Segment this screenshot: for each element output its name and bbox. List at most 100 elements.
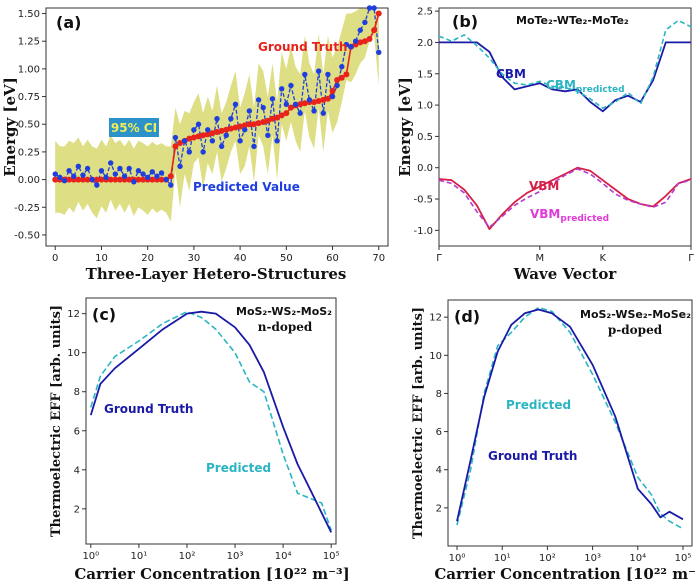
panel-b-frame xyxy=(438,7,692,247)
predicted-point xyxy=(191,127,197,133)
predicted-point xyxy=(144,174,151,181)
predicted-point xyxy=(131,179,137,185)
y-tick-label: 1.5 xyxy=(417,69,433,80)
predicted-point xyxy=(237,138,243,144)
ground-truth-point xyxy=(260,119,267,126)
predicted-point xyxy=(66,168,72,174)
panel-c: 10⁰ 10¹ 10² 10³ 10⁴ 10⁵ 2 4 6 8 10 12 (c) MoS₂-WS₂… xyxy=(49,297,350,583)
predicted-point xyxy=(329,93,336,100)
y-tick-label: 0.25 xyxy=(18,147,40,158)
x-tick-label: 10¹ xyxy=(131,551,148,562)
x-tick-label: 10⁵ xyxy=(675,553,692,564)
panel-d-predicted-label: Predicted xyxy=(506,398,571,412)
ground-truth-point xyxy=(158,176,165,183)
y-tick-label: 2 xyxy=(74,504,80,515)
panel-b-cbm-predicted-label: CBMpredicted xyxy=(546,78,625,95)
y-tick-label: -0.50 xyxy=(14,230,40,241)
panel-c-subtitle: n-doped xyxy=(258,320,313,334)
y-tick-label: -0.5 xyxy=(413,195,433,206)
panel-b-series xyxy=(438,19,692,231)
panel-b-label: (b) xyxy=(452,12,478,31)
predicted-point xyxy=(260,104,266,111)
panel-b-title: MoTe₂-WTe₂-MoTe₂ xyxy=(516,14,629,27)
ground-truth-point xyxy=(274,114,281,121)
y-tick-label: 2.5 xyxy=(417,7,433,18)
y-tick-label: 12 xyxy=(429,313,442,324)
ground-truth-point xyxy=(218,127,225,134)
x-tick-label: 40 xyxy=(234,253,247,264)
panel-b-cbm-label: CBM xyxy=(496,67,526,81)
panel-a-xlabel: Three-Layer Hetero-Structures xyxy=(86,265,347,283)
x-tick-label: 10³ xyxy=(227,551,244,562)
predicted-point xyxy=(200,149,206,155)
ground-truth-point xyxy=(237,123,244,130)
ground-truth-point xyxy=(204,131,211,138)
ground-truth-point xyxy=(264,117,271,124)
panel-a-ylabel: Energy [eV] xyxy=(1,77,19,177)
predicted-point xyxy=(214,115,220,122)
predicted-point xyxy=(288,82,294,89)
ground-truth-point xyxy=(190,134,197,141)
predicted-point xyxy=(251,143,257,150)
ground-truth-point xyxy=(255,120,262,127)
vbm-predicted-line xyxy=(438,168,692,228)
y-tick-label: 4 xyxy=(436,465,442,476)
panel-c-xlabel: Carrier Concentration [10²² m⁻³] xyxy=(74,565,349,583)
y-tick-label: 10 xyxy=(67,348,80,359)
ground-truth-point xyxy=(116,176,123,183)
x-tick-label: 70 xyxy=(372,253,385,264)
y-tick-label: 1.00 xyxy=(18,64,40,75)
predicted-point xyxy=(158,170,165,176)
predicted-point xyxy=(339,63,345,70)
panel-a-ci-band xyxy=(55,8,379,222)
panel-a: 0 10 20 30 40 50 60 70 -0.50 -0.25 0.00 0.25 0.50 0.… xyxy=(1,5,389,283)
panel-b-xlabel: Wave Vector xyxy=(513,265,618,283)
x-tick-label: Γ xyxy=(688,253,694,264)
predicted-point xyxy=(366,5,373,11)
ground-truth-point xyxy=(93,176,100,183)
ground-truth-point xyxy=(98,176,105,183)
y-tick-label: 12 xyxy=(67,309,80,320)
x-tick-label: 10⁵ xyxy=(323,551,340,562)
ground-truth-line xyxy=(456,308,684,522)
predicted-point xyxy=(75,163,82,169)
ground-truth-point xyxy=(329,88,336,95)
predicted-point xyxy=(71,173,77,179)
ground-truth-point xyxy=(361,38,368,45)
ground-truth-point xyxy=(209,130,216,137)
y-tick-label: 0.75 xyxy=(18,92,40,103)
ground-truth-point xyxy=(107,176,114,183)
ground-truth-line xyxy=(89,310,333,533)
predicted-point xyxy=(218,143,225,150)
ground-truth-point xyxy=(79,176,86,183)
panel-a-label: (a) xyxy=(56,13,81,32)
panel-a-ci-box xyxy=(109,118,159,137)
ground-truth-point xyxy=(177,140,184,147)
predicted-point xyxy=(352,38,359,44)
x-tick-label: 10² xyxy=(179,551,196,562)
predicted-point xyxy=(297,110,303,116)
x-tick-label: 10 xyxy=(95,253,108,264)
ground-truth-point xyxy=(269,115,276,122)
panel-c-frame xyxy=(85,297,337,545)
panel-d-title: MoS₂-WSe₂-MoSe₂ xyxy=(580,308,691,321)
panel-b: Γ M K Γ -1.0 -0.5 0.0 0.5 1.0 1.5 2.0 2.5 (b) MoTe… xyxy=(396,7,694,283)
ground-truth-point xyxy=(375,10,382,17)
predicted-point xyxy=(302,71,308,78)
predicted-point xyxy=(163,176,169,183)
panel-d-y-ticks: 2 4 6 8 10 12 xyxy=(429,313,448,514)
predicted-point xyxy=(315,68,322,74)
panel-c-x-ticks: 10⁰ 10¹ 10² 10³ 10⁴ 10⁵ xyxy=(82,544,340,562)
predicted-point xyxy=(80,172,86,178)
predicted-point xyxy=(103,174,109,181)
ground-truth-point xyxy=(195,133,202,140)
ground-truth-point xyxy=(66,176,73,183)
y-tick-label: 2.0 xyxy=(417,38,433,49)
ground-truth-point xyxy=(241,122,248,129)
predicted-point xyxy=(306,97,313,103)
ground-truth-point xyxy=(287,104,294,111)
predicted-point xyxy=(195,121,202,127)
panel-b-vbm-predicted-main: VBM xyxy=(530,207,560,221)
x-tick-label: 10⁰ xyxy=(82,551,99,562)
